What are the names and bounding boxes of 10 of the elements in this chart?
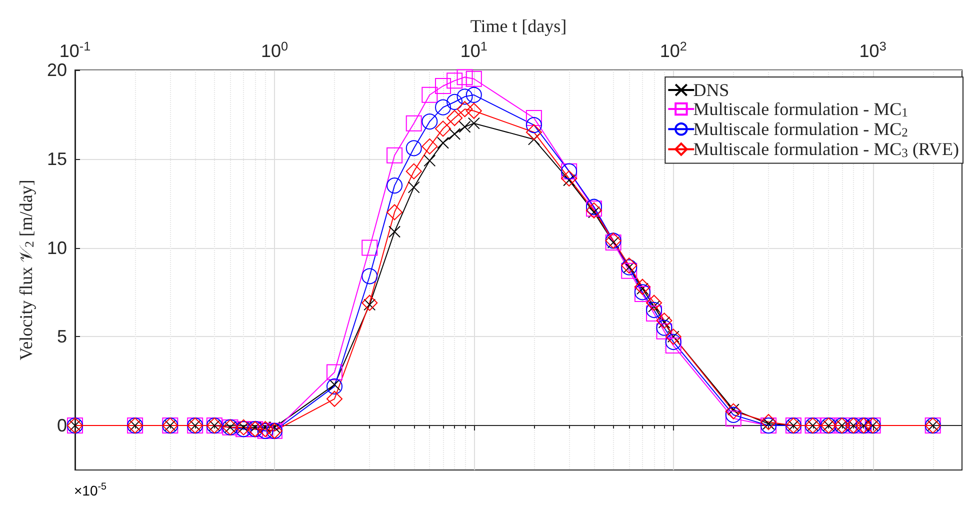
y-tick-label: 0 (56, 416, 67, 436)
legend-label: Multiscale formulation - MC1 (693, 99, 908, 120)
legend-label: DNS (693, 80, 730, 100)
x-axis-title: Time t [days] (470, 16, 567, 36)
legend-label: Multiscale formulation - MC3 (RVE) (693, 139, 960, 160)
y-tick-label: 5 (56, 326, 67, 347)
y-tick-label: 15 (46, 148, 67, 169)
legend-label: Multiscale formulation - MC2 (693, 119, 908, 140)
y-tick-label: 10 (46, 238, 67, 258)
y-tick-label: 20 (46, 60, 67, 80)
